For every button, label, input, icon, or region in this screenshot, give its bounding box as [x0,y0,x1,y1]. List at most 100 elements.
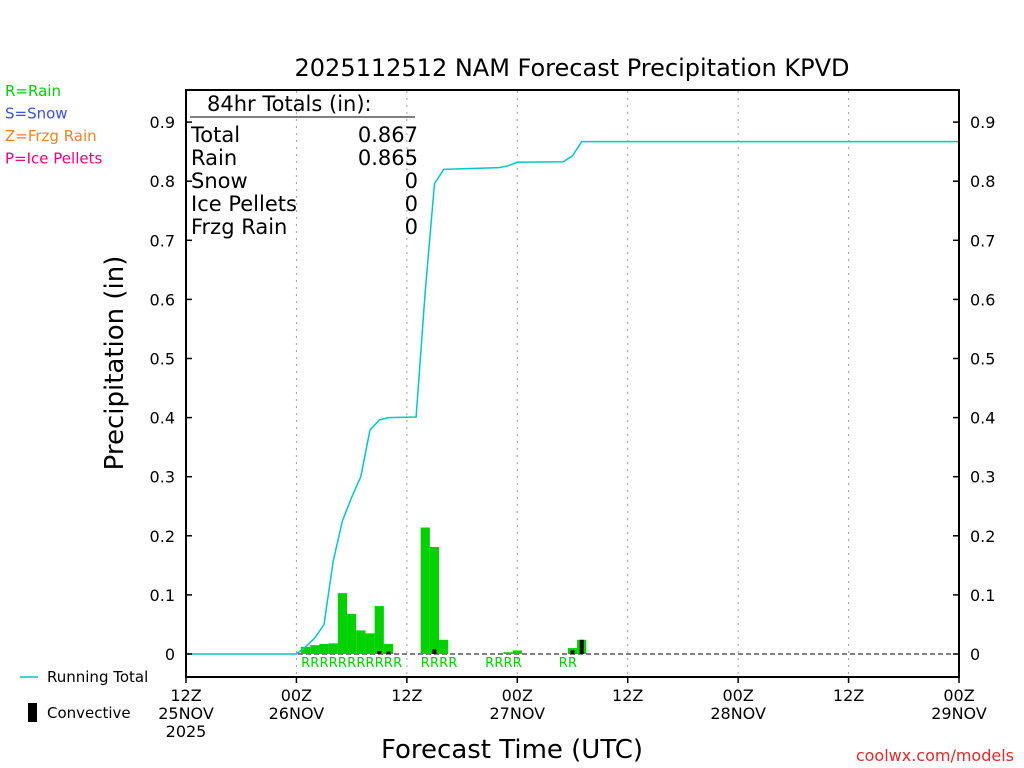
x-tick-label: 00Z [502,686,533,705]
y-tick-label-left: 0.8 [150,172,175,191]
y-tick-label-left: 0.1 [150,586,175,605]
y-tick-label-left: 0.2 [150,527,175,546]
precip-type-legend-item: R=Rain [5,82,61,100]
rain-bar [337,593,348,654]
totals-row-label: Ice Pellets [191,192,297,216]
precip-type-letter: R [494,656,503,671]
bottom-legend: Running Total Convective [20,668,148,722]
y-tick-label-right: 0 [970,645,980,664]
precip-type-letter: R [513,656,522,671]
precip-type-letter: R [559,656,568,671]
precip-type-letter: R [366,656,375,671]
y-tick-label-left: 0.3 [150,468,175,487]
y-tick-label-right: 0.4 [970,409,995,428]
running-total-series [186,140,959,655]
precip-type-letter: R [568,656,577,671]
x-tick-label: 00Z [722,686,753,705]
credit-text: coolwx.com/models [856,746,1014,765]
rain-bar [347,613,357,654]
rain-bar [439,639,449,654]
totals-row-label: Snow [191,169,248,193]
rain-bar [301,646,311,654]
totals-header: 84hr Totals (in): [207,92,372,116]
y-tick-label-right: 0.7 [970,231,995,250]
totals-row-label: Frzg Rain [191,215,287,239]
convective-bar [432,649,437,654]
convective-bar [579,639,584,654]
y-tick-label-left: 0.9 [150,113,175,132]
rain-bar [310,645,320,654]
precip-type-letter: R [504,656,513,671]
totals-row-value: 0.865 [358,146,418,170]
y-tick-label-right: 0.9 [970,113,995,132]
x-axis-label: Forecast Time (UTC) [381,735,643,765]
y-tick-label-left: 0.7 [150,231,175,250]
precip-type-letter: R [430,656,439,671]
precip-type-legend-item: S=Snow [5,105,68,123]
rain-bar [503,652,513,654]
precip-type-letter: R [301,656,310,671]
x-tick-label: 12Z [170,686,201,705]
totals-row-value: 0 [405,215,418,239]
totals-row-label: Total [190,123,240,147]
x-tick-label: 27NOV [489,704,545,723]
x-tick-label: 00Z [281,686,312,705]
totals-row-value: 0.867 [358,123,418,147]
x-tick-label: 2025 [166,722,207,741]
x-tick-label: 29NOV [931,704,987,723]
y-tick-label-left: 0.5 [150,350,175,369]
plot-frame [185,89,960,678]
precip-type-legend: R=Rain S=Snow Z=Frzg Rain P=Ice Pellets [5,82,102,168]
bar-series [301,527,587,654]
precip-type-legend-item: P=Ice Pellets [5,150,102,168]
y-tick-label-right: 0.8 [970,172,995,191]
rain-bar [356,630,366,654]
running-total-line [186,140,959,655]
totals-row-value: 0 [405,169,418,193]
precip-type-letter: R [375,656,384,671]
convective-bar [377,651,382,654]
x-tick-label: 28NOV [710,704,766,723]
y-tick-label-right: 0.3 [970,468,995,487]
chart-title: 2025112512 NAM Forecast Precipitation KP… [295,54,850,82]
y-tick-label-right: 0.1 [970,586,995,605]
x-tick-label: 12Z [612,686,643,705]
precip-type-letter: R [320,656,329,671]
rain-bar [374,606,384,654]
rain-bar [328,643,338,654]
precip-type-letter: R [393,656,402,671]
precip-type-letter: R [421,656,430,671]
precip-type-letter: R [439,656,448,671]
rain-bar [429,547,440,654]
x-tick-label: 26NOV [269,704,325,723]
y-tick-label-left: 0.6 [150,290,175,309]
totals-row-label: Rain [191,146,237,170]
running-total-legend-label: Running Total [47,668,148,686]
precip-type-letter: R [448,656,457,671]
grid-lines [186,91,959,676]
x-tick-label: 25NOV [158,704,214,723]
y-tick-label-right: 0.6 [970,290,995,309]
y-tick-label-right: 0.2 [970,527,995,546]
precip-type-legend-item: Z=Frzg Rain [5,127,97,145]
convective-legend-label: Convective [47,704,131,722]
rain-bar [420,527,430,654]
y-tick-label-right: 0.5 [970,350,995,369]
x-tick-label: 00Z [943,686,974,705]
rain-bar [319,643,329,654]
precip-type-letter: R [329,656,338,671]
rain-bar [512,650,522,654]
precip-type-letter: R [485,656,494,671]
rain-bar [365,633,375,654]
precip-type-letter: R [338,656,347,671]
y-axis-label: Precipitation (in) [100,256,130,471]
precip-type-letter: R [356,656,365,671]
totals-row-value: 0 [405,192,418,216]
convective-bar [386,651,391,654]
convective-bar [570,650,575,654]
y-tick-label-left: 0 [165,645,175,664]
precip-type-letter: R [310,656,319,671]
rain-bar [383,643,394,654]
